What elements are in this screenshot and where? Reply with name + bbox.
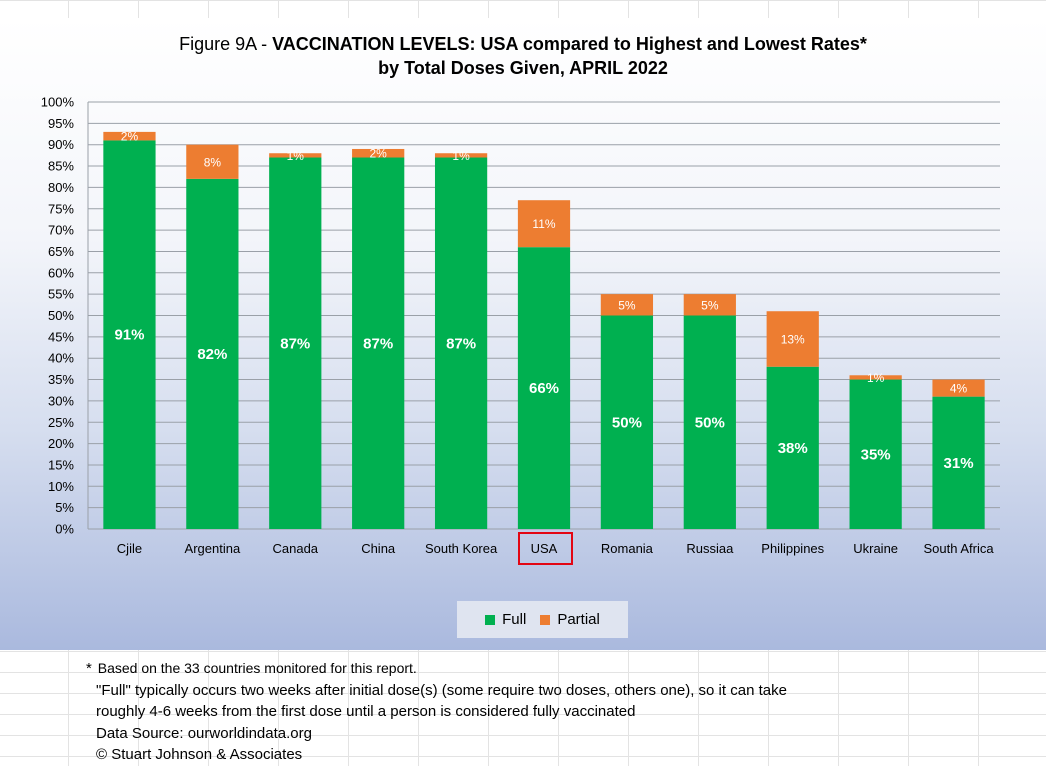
y-tick-label: 10% bbox=[48, 479, 74, 494]
data-label-full: 35% bbox=[861, 446, 891, 463]
bar-full bbox=[849, 379, 902, 529]
legend-label-full: Full bbox=[502, 611, 527, 628]
x-tick-label: Romania bbox=[601, 541, 654, 556]
legend-swatch-full bbox=[485, 614, 496, 625]
y-tick-label: 25% bbox=[48, 415, 74, 430]
x-tick-label: Philippines bbox=[761, 541, 824, 556]
data-label-full: 31% bbox=[944, 455, 974, 472]
y-tick-label: 100% bbox=[41, 95, 75, 110]
y-tick-label: 0% bbox=[55, 522, 74, 537]
data-label-partial: 5% bbox=[618, 298, 636, 312]
footnote-text: Based on the 33 countries monitored for … bbox=[93, 660, 417, 676]
data-label-full: 91% bbox=[114, 327, 144, 344]
bar-full bbox=[517, 247, 571, 529]
usa-highlight-box bbox=[518, 532, 573, 565]
data-label-full: 87% bbox=[446, 335, 476, 352]
legend-swatch-partial bbox=[540, 614, 551, 625]
bar-partial bbox=[434, 153, 488, 158]
y-tick-label: 30% bbox=[48, 393, 74, 408]
data-label-full: 50% bbox=[695, 414, 725, 431]
data-label-full: 66% bbox=[529, 380, 559, 397]
data-label-partial: 4% bbox=[950, 382, 968, 396]
note-line-data-source: Data Source: ourworldindata.org bbox=[96, 724, 312, 742]
bar-partial bbox=[849, 375, 902, 380]
x-tick-label: Argentina bbox=[185, 541, 241, 556]
x-tick-label: South Africa bbox=[923, 541, 994, 556]
y-tick-label: 85% bbox=[48, 159, 74, 174]
data-label-partial: 1% bbox=[867, 371, 885, 385]
bar-full bbox=[434, 157, 488, 529]
data-label-partial: 1% bbox=[287, 149, 305, 163]
data-label-full: 87% bbox=[280, 335, 310, 352]
data-label-partial: 8% bbox=[204, 155, 222, 169]
bar-full bbox=[600, 315, 654, 529]
chart-legend: Full Partial bbox=[457, 601, 628, 638]
title-figure-label: Figure 9A - bbox=[179, 34, 273, 54]
bar-full bbox=[683, 315, 736, 529]
y-tick-label: 80% bbox=[48, 180, 74, 195]
data-label-partial: 5% bbox=[701, 298, 719, 312]
y-tick-label: 15% bbox=[48, 457, 74, 472]
bar-partial bbox=[600, 294, 654, 316]
bar-full bbox=[932, 396, 985, 529]
y-tick-label: 35% bbox=[48, 372, 74, 387]
y-tick-label: 70% bbox=[48, 223, 74, 238]
note-line-full-definition: "Full" typically occurs two weeks after … bbox=[96, 681, 787, 699]
data-label-full: 87% bbox=[363, 335, 393, 352]
y-tick-label: 60% bbox=[48, 265, 74, 280]
chart-notes: * Based on the 33 countries monitored fo… bbox=[86, 658, 1026, 766]
data-label-partial: 11% bbox=[532, 217, 555, 231]
bar-partial bbox=[186, 144, 239, 179]
bar-partial bbox=[932, 379, 985, 397]
title-subtitle: by Total Doses Given, APRIL 2022 bbox=[378, 58, 668, 78]
y-tick-label: 20% bbox=[48, 436, 74, 451]
bar-partial bbox=[352, 148, 405, 158]
y-tick-label: 90% bbox=[48, 137, 74, 152]
x-tick-label: Cjile bbox=[117, 541, 142, 556]
y-tick-label: 95% bbox=[48, 116, 74, 131]
note-line-timing: roughly 4-6 weeks from the first dose un… bbox=[96, 703, 636, 720]
data-label-partial: 13% bbox=[781, 332, 805, 346]
chart-title: Figure 9A - VACCINATION LEVELS: USA comp… bbox=[0, 32, 1046, 80]
bar-full bbox=[103, 140, 156, 529]
bar-full bbox=[186, 178, 239, 530]
bar-partial bbox=[103, 131, 156, 141]
y-tick-label: 55% bbox=[48, 287, 74, 302]
bar-full bbox=[269, 157, 322, 529]
data-label-full: 50% bbox=[612, 414, 642, 431]
note-line-copyright: © Stuart Johnson & Associates bbox=[96, 746, 303, 763]
y-tick-label: 40% bbox=[48, 351, 74, 366]
data-label-partial: 2% bbox=[370, 147, 388, 161]
x-tick-label: Canada bbox=[272, 541, 318, 556]
data-label-partial: 2% bbox=[121, 130, 139, 144]
bar-partial bbox=[269, 153, 322, 158]
x-tick-label: China bbox=[361, 541, 396, 556]
legend-label-partial: Partial bbox=[557, 611, 600, 628]
data-label-full: 38% bbox=[778, 440, 808, 457]
x-tick-label: South Korea bbox=[425, 541, 498, 556]
bar-full bbox=[766, 366, 819, 529]
x-tick-label: Ukraine bbox=[853, 541, 898, 556]
title-main: VACCINATION LEVELS: USA compared to High… bbox=[272, 34, 867, 54]
footnote-marker: * bbox=[86, 660, 92, 677]
y-tick-label: 65% bbox=[48, 244, 74, 259]
bar-partial bbox=[517, 200, 571, 248]
y-tick-label: 5% bbox=[55, 500, 74, 515]
stacked-bar-chart: 0% 5% 10% 15% 20% 25% 30% 35% 40% 45% 50% 55% 60% 65%… bbox=[41, 95, 1000, 556]
y-tick-label: 50% bbox=[48, 308, 74, 323]
data-label-partial: 1% bbox=[452, 149, 470, 163]
legend-item-full: Full bbox=[485, 611, 526, 628]
bar-full bbox=[352, 157, 405, 529]
y-tick-label: 75% bbox=[48, 201, 74, 216]
x-tick-label: USA bbox=[531, 541, 558, 556]
bar-partial bbox=[683, 294, 736, 316]
x-tick-label: Russiaa bbox=[686, 541, 734, 556]
bar-partial bbox=[766, 311, 819, 367]
legend-item-partial: Partial bbox=[540, 611, 600, 628]
data-label-full: 82% bbox=[197, 346, 227, 363]
y-tick-label: 45% bbox=[48, 329, 74, 344]
footnote: * Based on the 33 countries monitored fo… bbox=[86, 658, 1026, 680]
